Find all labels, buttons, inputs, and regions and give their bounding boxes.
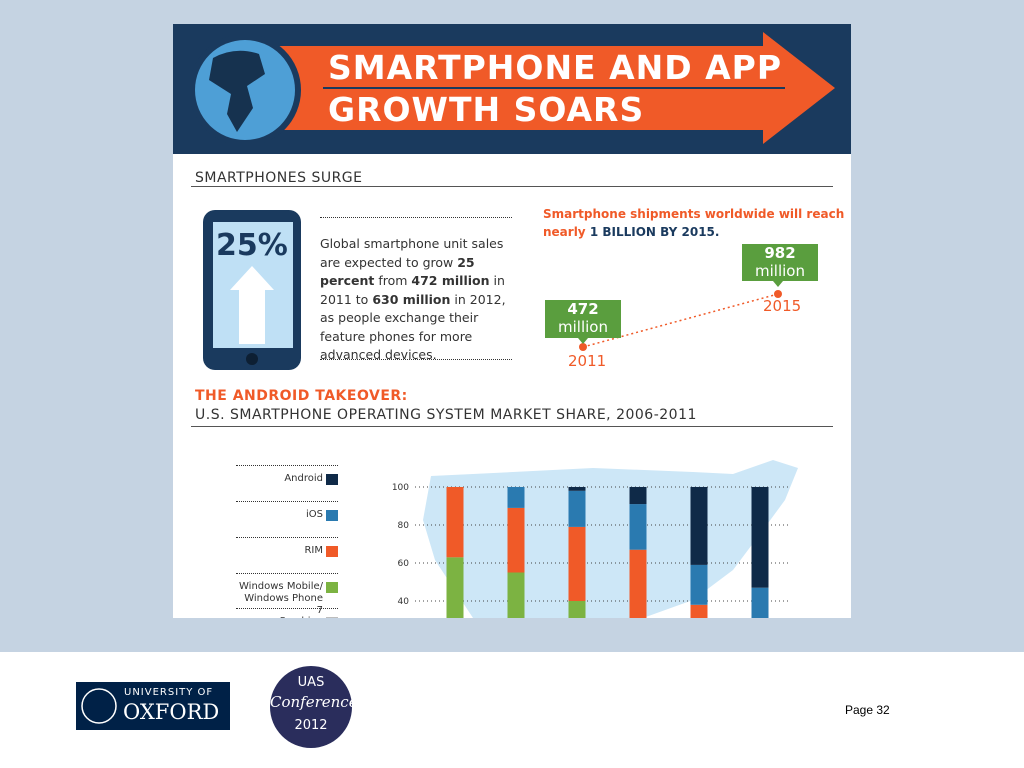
bar-segment	[507, 572, 525, 618]
page-number: Page 32	[845, 703, 890, 717]
phone-arrow	[230, 266, 274, 344]
bar-segment	[568, 490, 586, 527]
section-heading: U.S. SMARTPHONE OPERATING SYSTEM MARKET …	[195, 407, 697, 423]
callout-tip	[578, 338, 588, 344]
shipments-text: nearly 1 BILLION BY 2015.	[543, 225, 719, 239]
title: GROWTH SOARS	[328, 90, 645, 129]
legend-swatch	[326, 546, 338, 557]
bar-segment	[690, 564, 708, 605]
dotted-rule	[236, 537, 338, 538]
infographic: SMARTPHONE AND APP GROWTH SOARS SMARTPHO…	[173, 24, 851, 618]
legend-label: iOS	[306, 509, 323, 520]
year-label: 2011	[568, 352, 607, 370]
us-map	[423, 460, 798, 618]
phone-button	[246, 353, 258, 365]
callout: 982 million	[742, 244, 818, 281]
dotted-rule	[320, 217, 512, 218]
uas-text: UAS	[297, 675, 325, 690]
text-run: in 2011 to	[320, 273, 505, 307]
bar-segment	[507, 487, 525, 508]
callout-unit: million	[755, 262, 805, 280]
uas-logo	[270, 666, 352, 748]
text-run: from	[374, 273, 412, 288]
rule	[191, 426, 833, 427]
oxford-logo	[76, 682, 230, 730]
section-heading: SMARTPHONES SURGE	[195, 170, 363, 186]
bar-segment	[446, 487, 464, 558]
bar-segment	[629, 549, 647, 618]
y-tick-label: 80	[398, 521, 410, 531]
point-2011	[579, 343, 587, 351]
dotted-rule	[236, 573, 338, 574]
legend-label: Android	[284, 473, 323, 484]
shipments-text: Smartphone shipments worldwide will reac…	[543, 207, 845, 221]
year-label: 2015	[763, 297, 802, 315]
dotted-rule	[236, 465, 338, 466]
callout-value: 472	[567, 300, 599, 318]
oxford-text: OXFORD	[123, 700, 220, 724]
bar-segment	[629, 504, 647, 550]
legend-label: RIM	[304, 545, 323, 556]
footer-graphics	[76, 666, 352, 748]
text-run: in 2012, as people exchange their featur…	[320, 291, 506, 363]
legend-label: Symbian	[279, 616, 323, 618]
text-run: 630 million	[372, 291, 451, 307]
legend: Android iOS RIM Windows Mobile/ Windows Pho…	[236, 454, 341, 618]
legend-label: Windows Mobile/ Windows Phone 7	[239, 581, 323, 616]
chart: 20406080100	[392, 460, 798, 618]
bar-segment	[751, 487, 769, 588]
bar-segment	[690, 604, 708, 618]
oxford-text: UNIVERSITY OF	[124, 687, 214, 698]
legend-swatch	[326, 474, 338, 485]
legend-swatch	[326, 582, 338, 593]
dotted-rule	[320, 359, 512, 360]
dotted-rule	[236, 608, 338, 609]
y-tick-label: 40	[398, 597, 410, 607]
text-run: Global smartphone unit sales are expecte…	[320, 236, 504, 270]
title: SMARTPHONE AND APP	[328, 48, 783, 87]
infographic-graphics	[173, 24, 851, 370]
growth-line	[582, 293, 779, 348]
bar-segment	[568, 601, 586, 618]
text-run: 1 BILLION BY 2015.	[589, 225, 720, 239]
callout: 472 million	[545, 300, 621, 338]
dotted-rule	[236, 501, 338, 502]
bar-segment	[751, 587, 769, 618]
bar-segment	[568, 487, 586, 491]
rule	[191, 186, 833, 187]
bar-segment	[629, 487, 647, 505]
bar-segment	[568, 526, 586, 601]
text-run: nearly	[543, 225, 590, 239]
legend-swatch	[326, 510, 338, 521]
callout-tip	[773, 281, 783, 287]
callout-value: 982	[764, 244, 796, 262]
text-run: 472 million	[411, 273, 490, 288]
point-2015	[774, 290, 782, 298]
y-tick-label: 100	[392, 483, 409, 493]
bar-segment	[446, 557, 464, 618]
phone-label: 25%	[216, 228, 288, 263]
surge-text: Global smartphone unit sales are expecte…	[320, 235, 520, 365]
globe-land	[209, 50, 265, 132]
bar-segment	[690, 487, 708, 565]
uas-text: Conference	[270, 693, 358, 711]
bar-segment	[507, 507, 525, 573]
callout-unit: million	[558, 318, 608, 336]
legend-swatch	[326, 617, 338, 618]
uas-text: 2012	[294, 718, 328, 733]
oxford-crest	[81, 688, 117, 724]
text-run: 25 percent	[320, 254, 475, 289]
y-tick-label: 60	[398, 559, 410, 569]
section-heading: THE ANDROID TAKEOVER:	[195, 388, 408, 404]
